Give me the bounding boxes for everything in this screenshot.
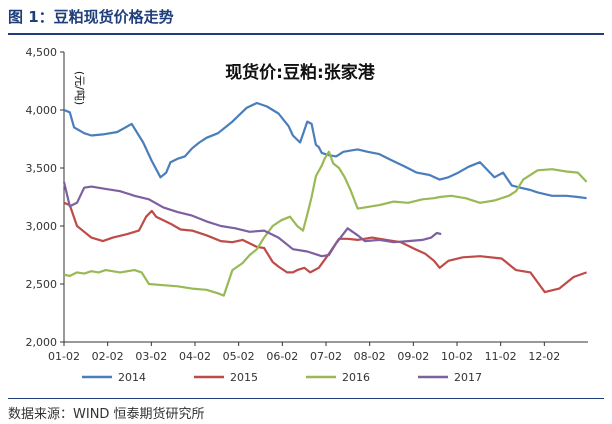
series-line-2015 <box>63 201 587 294</box>
y-axis-unit-label: (元/吨) <box>73 71 86 105</box>
legend-label-2014: 2014 <box>118 371 146 384</box>
source-note: 数据来源：WIND 恒泰期货研究所 <box>8 407 205 422</box>
y-tick-label: 2,000 <box>26 336 58 349</box>
y-tick-label: 3,000 <box>26 220 58 233</box>
x-tick-label: 12-02 <box>528 350 560 363</box>
chart-title: 现货价:豆粕:张家港 <box>225 62 376 83</box>
y-tick-label: 4,000 <box>26 104 58 117</box>
y-tick-label: 3,500 <box>26 162 58 175</box>
x-tick-label: 11-02 <box>485 350 517 363</box>
x-tick-label: 06-02 <box>266 350 298 363</box>
legend-label-2016: 2016 <box>342 371 370 384</box>
x-tick-label: 09-02 <box>397 350 429 363</box>
figure-caption: 图 1：豆粕现货价格走势 <box>8 8 174 26</box>
caption-rule <box>8 33 604 35</box>
source-rule <box>8 398 604 399</box>
x-tick-label: 03-02 <box>135 350 167 363</box>
chart-axes: 2,000 2,500 3,000 3,500 4,000 4,500 01-02 02-02… <box>26 46 588 363</box>
y-tick-label: 2,500 <box>26 278 58 291</box>
x-tick-label: 05-02 <box>223 350 255 363</box>
x-tick-label: 10-02 <box>441 350 473 363</box>
x-tick-label: 01-02 <box>48 350 80 363</box>
series-layer <box>62 101 588 297</box>
y-tick-label: 4,500 <box>26 46 58 59</box>
legend-label-2015: 2015 <box>230 371 258 384</box>
x-tick-label: 02-02 <box>92 350 124 363</box>
x-tick-label: 07-02 <box>310 350 342 363</box>
price-chart: 2,000 2,500 3,000 3,500 4,000 4,500 01-02 02-02… <box>26 46 588 384</box>
x-tick-label: 08-02 <box>354 350 386 363</box>
series-line-2014 <box>63 101 587 200</box>
series-line-2016 <box>63 150 588 297</box>
chart-legend: 2014 2015 2016 2017 <box>82 371 482 384</box>
series-line-2017 <box>62 181 442 258</box>
x-tick-label: 04-02 <box>179 350 211 363</box>
legend-label-2017: 2017 <box>454 371 482 384</box>
